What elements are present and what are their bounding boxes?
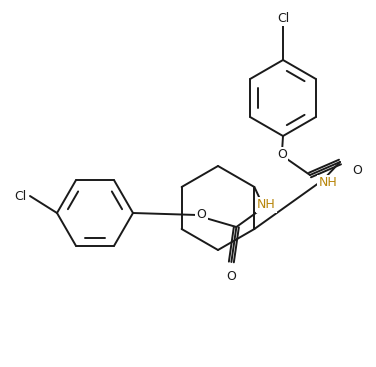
Text: NH: NH <box>257 199 276 211</box>
Text: NH: NH <box>318 177 337 189</box>
Text: O: O <box>352 164 362 177</box>
Text: Cl: Cl <box>14 189 26 203</box>
Text: O: O <box>226 269 236 283</box>
Text: Cl: Cl <box>277 11 289 25</box>
Text: O: O <box>277 149 287 161</box>
Text: O: O <box>196 208 206 222</box>
